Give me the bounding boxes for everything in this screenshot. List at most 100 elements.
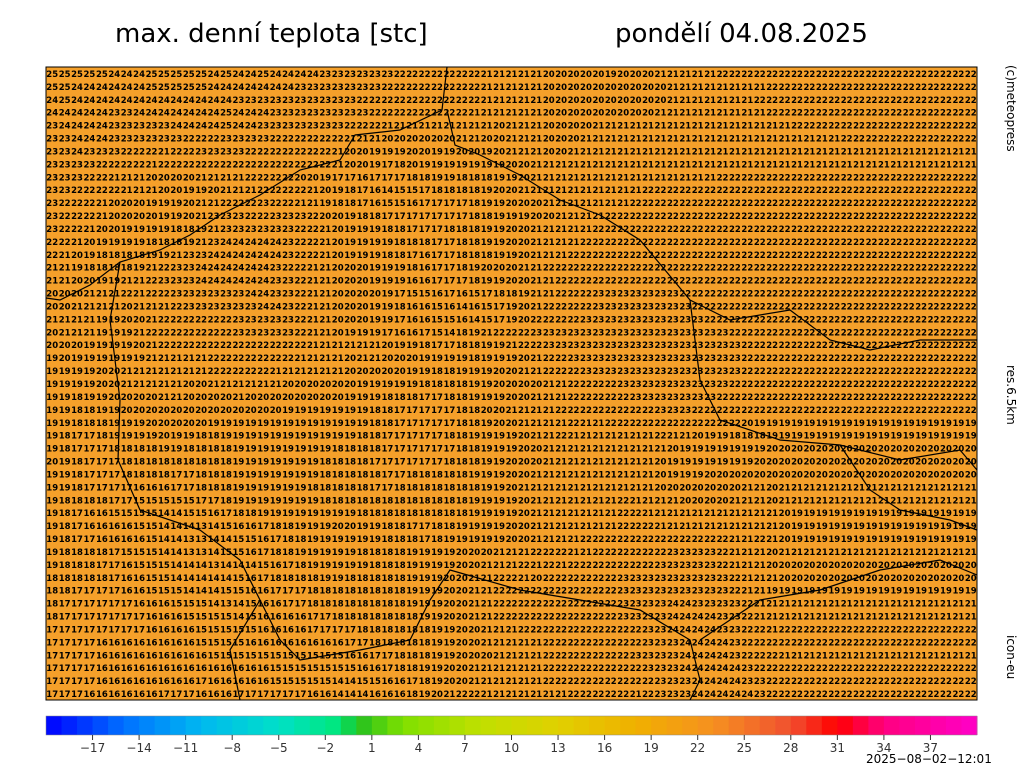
grid-value: 19 [493, 173, 505, 183]
grid-value: 22 [195, 135, 207, 145]
grid-value: 19 [878, 522, 890, 532]
grid-value: 23 [282, 122, 294, 132]
grid-value: 22 [803, 109, 815, 119]
grid-value: 16 [146, 677, 158, 687]
grid-value: 20 [828, 470, 840, 480]
grid-value: 19 [940, 432, 952, 442]
grid-value: 22 [295, 277, 307, 287]
grid-value: 21 [729, 135, 741, 145]
grid-value: 22 [232, 199, 244, 209]
grid-value: 19 [232, 483, 244, 493]
grid-value: 23 [605, 341, 617, 351]
grid-value: 20 [915, 574, 927, 584]
grid-value: 16 [282, 638, 294, 648]
grid-value: 22 [183, 315, 195, 325]
grid-value: 22 [952, 122, 964, 132]
grid-value: 19 [506, 496, 518, 506]
grid-value: 13 [183, 535, 195, 545]
grid-value: 22 [841, 664, 853, 674]
grid-value: 25 [220, 70, 232, 80]
grid-value: 21 [841, 600, 853, 610]
grid-value: 23 [667, 651, 679, 661]
grid-value: 18 [295, 535, 307, 545]
grid-value: 21 [679, 96, 691, 106]
grid-value: 22 [841, 264, 853, 274]
colorbar-step [868, 716, 885, 735]
grid-value: 19 [890, 535, 902, 545]
grid-value: 21 [741, 561, 753, 571]
grid-value: 21 [506, 83, 518, 93]
grid-value: 17 [431, 432, 443, 442]
grid-value: 24 [133, 96, 145, 106]
grid-value: 22 [605, 238, 617, 248]
grid-value: 22 [729, 393, 741, 403]
grid-value: 14 [208, 600, 220, 610]
grid-value: 24 [245, 109, 257, 119]
grid-value: 19 [431, 651, 443, 661]
grid-value: 21 [555, 186, 567, 196]
grid-value: 17 [71, 625, 83, 635]
grid-value: 20 [319, 212, 331, 222]
colorbar-step [464, 716, 481, 735]
grid-value: 21 [642, 509, 654, 519]
grid-value: 23 [717, 625, 729, 635]
grid-value: 22 [878, 677, 890, 687]
grid-value: 20 [903, 574, 915, 584]
grid-value: 22 [568, 625, 580, 635]
grid-value: 23 [183, 290, 195, 300]
grid-value: 20 [133, 199, 145, 209]
grid-value: 21 [568, 186, 580, 196]
grid-value: 24 [729, 690, 741, 700]
grid-value: 19 [828, 587, 840, 597]
grid-value: 18 [456, 341, 468, 351]
grid-value: 19 [481, 483, 493, 493]
grid-value: 17 [71, 432, 83, 442]
grid-value: 22 [580, 587, 592, 597]
grid-value: 22 [816, 199, 828, 209]
grid-value: 23 [679, 587, 691, 597]
grid-value: 19 [890, 522, 902, 532]
grid-value: 22 [543, 664, 555, 674]
grid-value: 22 [592, 613, 604, 623]
grid-value: 22 [592, 664, 604, 674]
grid-value: 18 [394, 625, 406, 635]
grid-value: 16 [319, 638, 331, 648]
grid-value: 21 [890, 483, 902, 493]
grid-value: 19 [816, 587, 828, 597]
grid-value: 18 [406, 664, 418, 674]
grid-value: 17 [96, 470, 108, 480]
grid-value: 23 [282, 302, 294, 312]
grid-value: 16 [121, 587, 133, 597]
grid-value: 21 [741, 147, 753, 157]
grid-value: 21 [319, 264, 331, 274]
grid-value: 23 [642, 664, 654, 674]
grid-value: 24 [208, 122, 220, 132]
grid-value: 21 [84, 315, 96, 325]
grid-value: 17 [419, 406, 431, 416]
grid-value: 17 [208, 496, 220, 506]
grid-value: 22 [853, 225, 865, 235]
grid-value: 19 [282, 509, 294, 519]
grid-value: 18 [170, 458, 182, 468]
grid-value: 23 [580, 328, 592, 338]
grid-value: 16 [295, 638, 307, 648]
grid-value: 23 [257, 122, 269, 132]
grid-value: 20 [357, 367, 369, 377]
grid-value: 15 [319, 664, 331, 674]
grid-value: 18 [468, 173, 480, 183]
grid-value: 16 [133, 638, 145, 648]
grid-value: 23 [630, 393, 642, 403]
colorbar-tick-label: 10 [504, 741, 519, 755]
grid-value: 17 [295, 600, 307, 610]
grid-value: 23 [667, 393, 679, 403]
grid-value: 18 [381, 625, 393, 635]
colorbar-step [511, 716, 528, 735]
grid-value: 23 [642, 354, 654, 364]
colorbar-step [309, 716, 326, 735]
grid-value: 20 [133, 212, 145, 222]
grid-value: 22 [580, 535, 592, 545]
grid-value: 22 [791, 238, 803, 248]
colorbar-step [961, 716, 978, 735]
grid-value: 21 [692, 522, 704, 532]
grid-value: 15 [295, 651, 307, 661]
